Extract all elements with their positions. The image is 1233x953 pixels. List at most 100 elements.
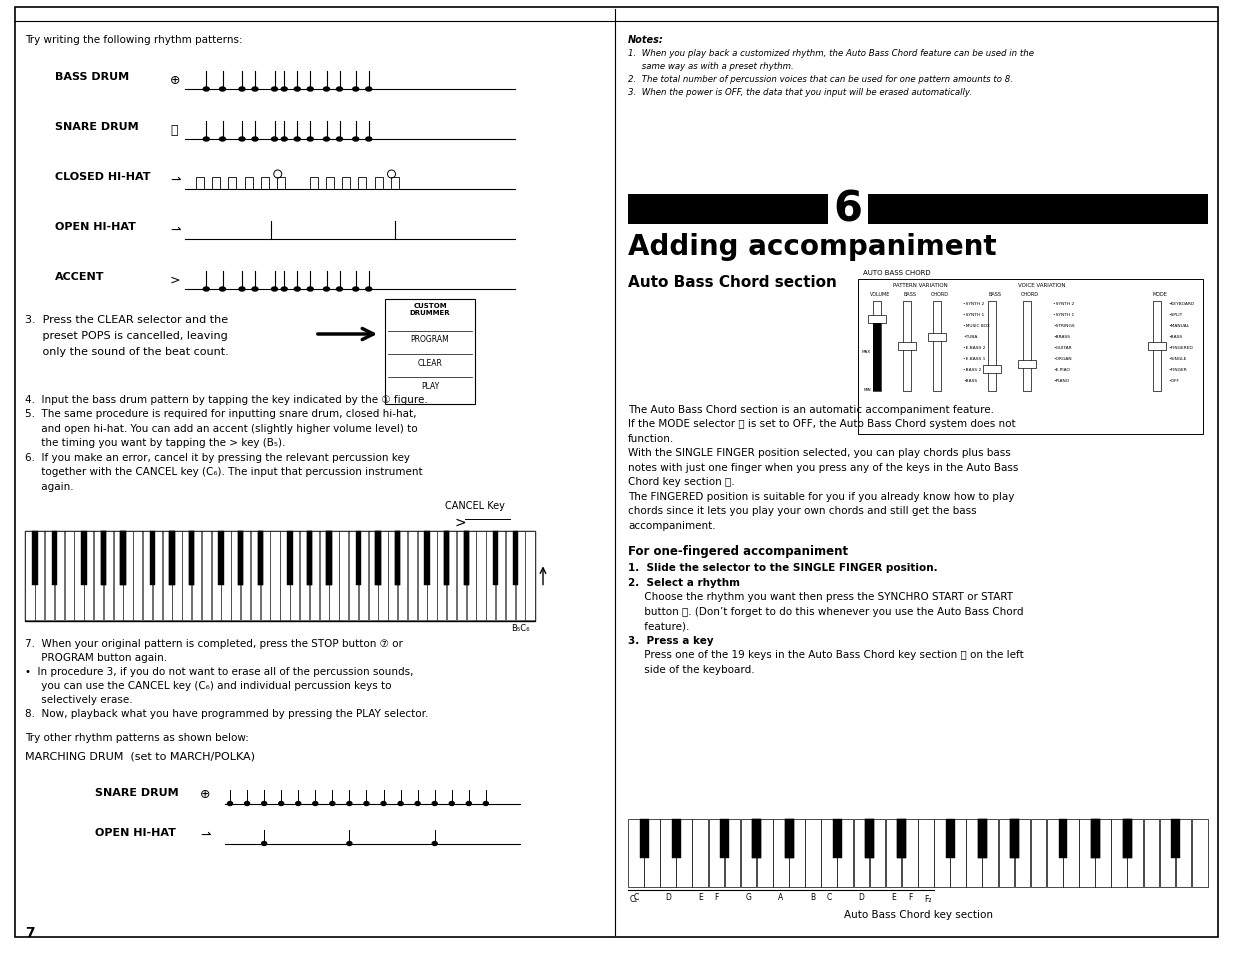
Bar: [342, 178, 350, 190]
Bar: [101, 531, 106, 585]
Bar: [898, 820, 906, 859]
Ellipse shape: [252, 138, 258, 142]
Text: 6.  If you make an error, cancel it by pressing the relevant percussion key: 6. If you make an error, cancel it by pr…: [25, 453, 411, 462]
Bar: [349, 531, 358, 620]
Bar: [928, 334, 946, 341]
Text: The FINGERED position is suitable for you if you already know how to play: The FINGERED position is suitable for yo…: [628, 492, 1015, 501]
Text: •SYNTH 2: •SYNTH 2: [963, 302, 984, 306]
Text: 8.  Now, playback what you have programmed by pressing the PLAY selector.: 8. Now, playback what you have programme…: [25, 709, 428, 719]
Bar: [94, 531, 104, 620]
Ellipse shape: [295, 88, 301, 91]
Text: together with the CANCEL key (C₆). The input that percussion instrument: together with the CANCEL key (C₆). The i…: [25, 467, 423, 477]
Text: •BASS: •BASS: [963, 378, 977, 382]
Ellipse shape: [337, 138, 343, 142]
Bar: [693, 820, 708, 887]
Bar: [189, 531, 195, 585]
Text: accompaniment.: accompaniment.: [628, 520, 715, 531]
Text: •SYNTH 1: •SYNTH 1: [963, 313, 984, 316]
Ellipse shape: [281, 88, 287, 91]
Bar: [868, 315, 887, 324]
Text: •E.BASS 2: •E.BASS 2: [963, 346, 985, 350]
Bar: [677, 820, 692, 887]
Text: •TUBA: •TUBA: [963, 335, 978, 338]
Text: F₂: F₂: [925, 894, 932, 903]
Ellipse shape: [252, 288, 258, 292]
Bar: [496, 531, 506, 620]
Bar: [1160, 820, 1175, 887]
Bar: [32, 531, 37, 585]
Ellipse shape: [381, 801, 386, 805]
Bar: [375, 531, 381, 585]
Ellipse shape: [346, 801, 351, 805]
Text: 2.  The total number of percussion voices that can be used for one pattern amoun: 2. The total number of percussion voices…: [628, 75, 1014, 84]
Bar: [741, 820, 756, 887]
Bar: [628, 194, 829, 225]
Text: OPEN HI-HAT: OPEN HI-HAT: [55, 222, 136, 232]
Text: 2.  Select a rhythm: 2. Select a rhythm: [628, 578, 740, 587]
Text: F: F: [714, 892, 719, 901]
Bar: [866, 820, 874, 859]
Bar: [277, 178, 285, 190]
Text: MIN: MIN: [863, 388, 870, 392]
Text: Adding accompaniment: Adding accompaniment: [628, 233, 996, 261]
Text: 7: 7: [25, 925, 35, 939]
Ellipse shape: [364, 801, 369, 805]
Text: BASS: BASS: [989, 292, 1001, 296]
Bar: [84, 531, 94, 620]
Bar: [182, 531, 191, 620]
Ellipse shape: [203, 288, 210, 292]
Ellipse shape: [330, 801, 335, 805]
Bar: [1063, 820, 1079, 887]
Ellipse shape: [398, 801, 403, 805]
Bar: [327, 531, 332, 585]
Bar: [935, 820, 949, 887]
Text: •OFF: •OFF: [1168, 378, 1179, 382]
Bar: [466, 531, 476, 620]
Bar: [149, 531, 155, 585]
Ellipse shape: [279, 801, 284, 805]
Bar: [789, 820, 805, 887]
Bar: [506, 531, 515, 620]
Bar: [163, 531, 171, 620]
Text: CLOSED HI-HAT: CLOSED HI-HAT: [55, 172, 150, 182]
Text: •FINGER: •FINGER: [1168, 368, 1186, 372]
Bar: [1095, 820, 1111, 887]
Text: E: E: [891, 892, 896, 901]
Bar: [309, 178, 318, 190]
Text: G: G: [746, 892, 752, 901]
Bar: [1171, 820, 1180, 859]
Text: ⇀: ⇀: [170, 173, 180, 187]
Bar: [978, 820, 986, 859]
Text: ⇀: ⇀: [170, 224, 180, 236]
Bar: [858, 280, 1203, 435]
Text: B₅C₆: B₅C₆: [512, 624, 530, 633]
Bar: [967, 820, 981, 887]
Text: Chord key section ⒣.: Chord key section ⒣.: [628, 477, 735, 487]
Text: •STRINGS: •STRINGS: [1053, 324, 1075, 328]
Ellipse shape: [433, 841, 438, 845]
Text: Try writing the following rhythm patterns:: Try writing the following rhythm pattern…: [25, 35, 243, 45]
Bar: [1010, 820, 1020, 859]
Bar: [983, 820, 997, 887]
Text: >: >: [455, 515, 466, 529]
Bar: [448, 531, 456, 620]
Text: If the MODE selector ⒢ is set to OFF, the Auto Bass Chord system does not: If the MODE selector ⒢ is set to OFF, th…: [628, 419, 1016, 429]
Text: •SPLIT: •SPLIT: [1168, 313, 1182, 316]
Bar: [903, 302, 911, 392]
Text: 7.  When your original pattern is completed, press the STOP button ⑦ or: 7. When your original pattern is complet…: [25, 639, 403, 649]
Bar: [327, 531, 332, 585]
Bar: [260, 531, 270, 620]
Bar: [869, 820, 885, 887]
Text: F: F: [907, 892, 912, 901]
Text: C: C: [634, 892, 639, 901]
Ellipse shape: [261, 841, 266, 845]
Bar: [326, 178, 334, 190]
Text: Auto Bass Chord key section: Auto Bass Chord key section: [843, 909, 993, 919]
Ellipse shape: [337, 88, 343, 91]
Bar: [640, 820, 649, 859]
Bar: [218, 531, 224, 585]
Ellipse shape: [323, 138, 329, 142]
Bar: [202, 531, 211, 620]
Bar: [757, 820, 773, 887]
Text: side of the keyboard.: side of the keyboard.: [628, 664, 755, 675]
